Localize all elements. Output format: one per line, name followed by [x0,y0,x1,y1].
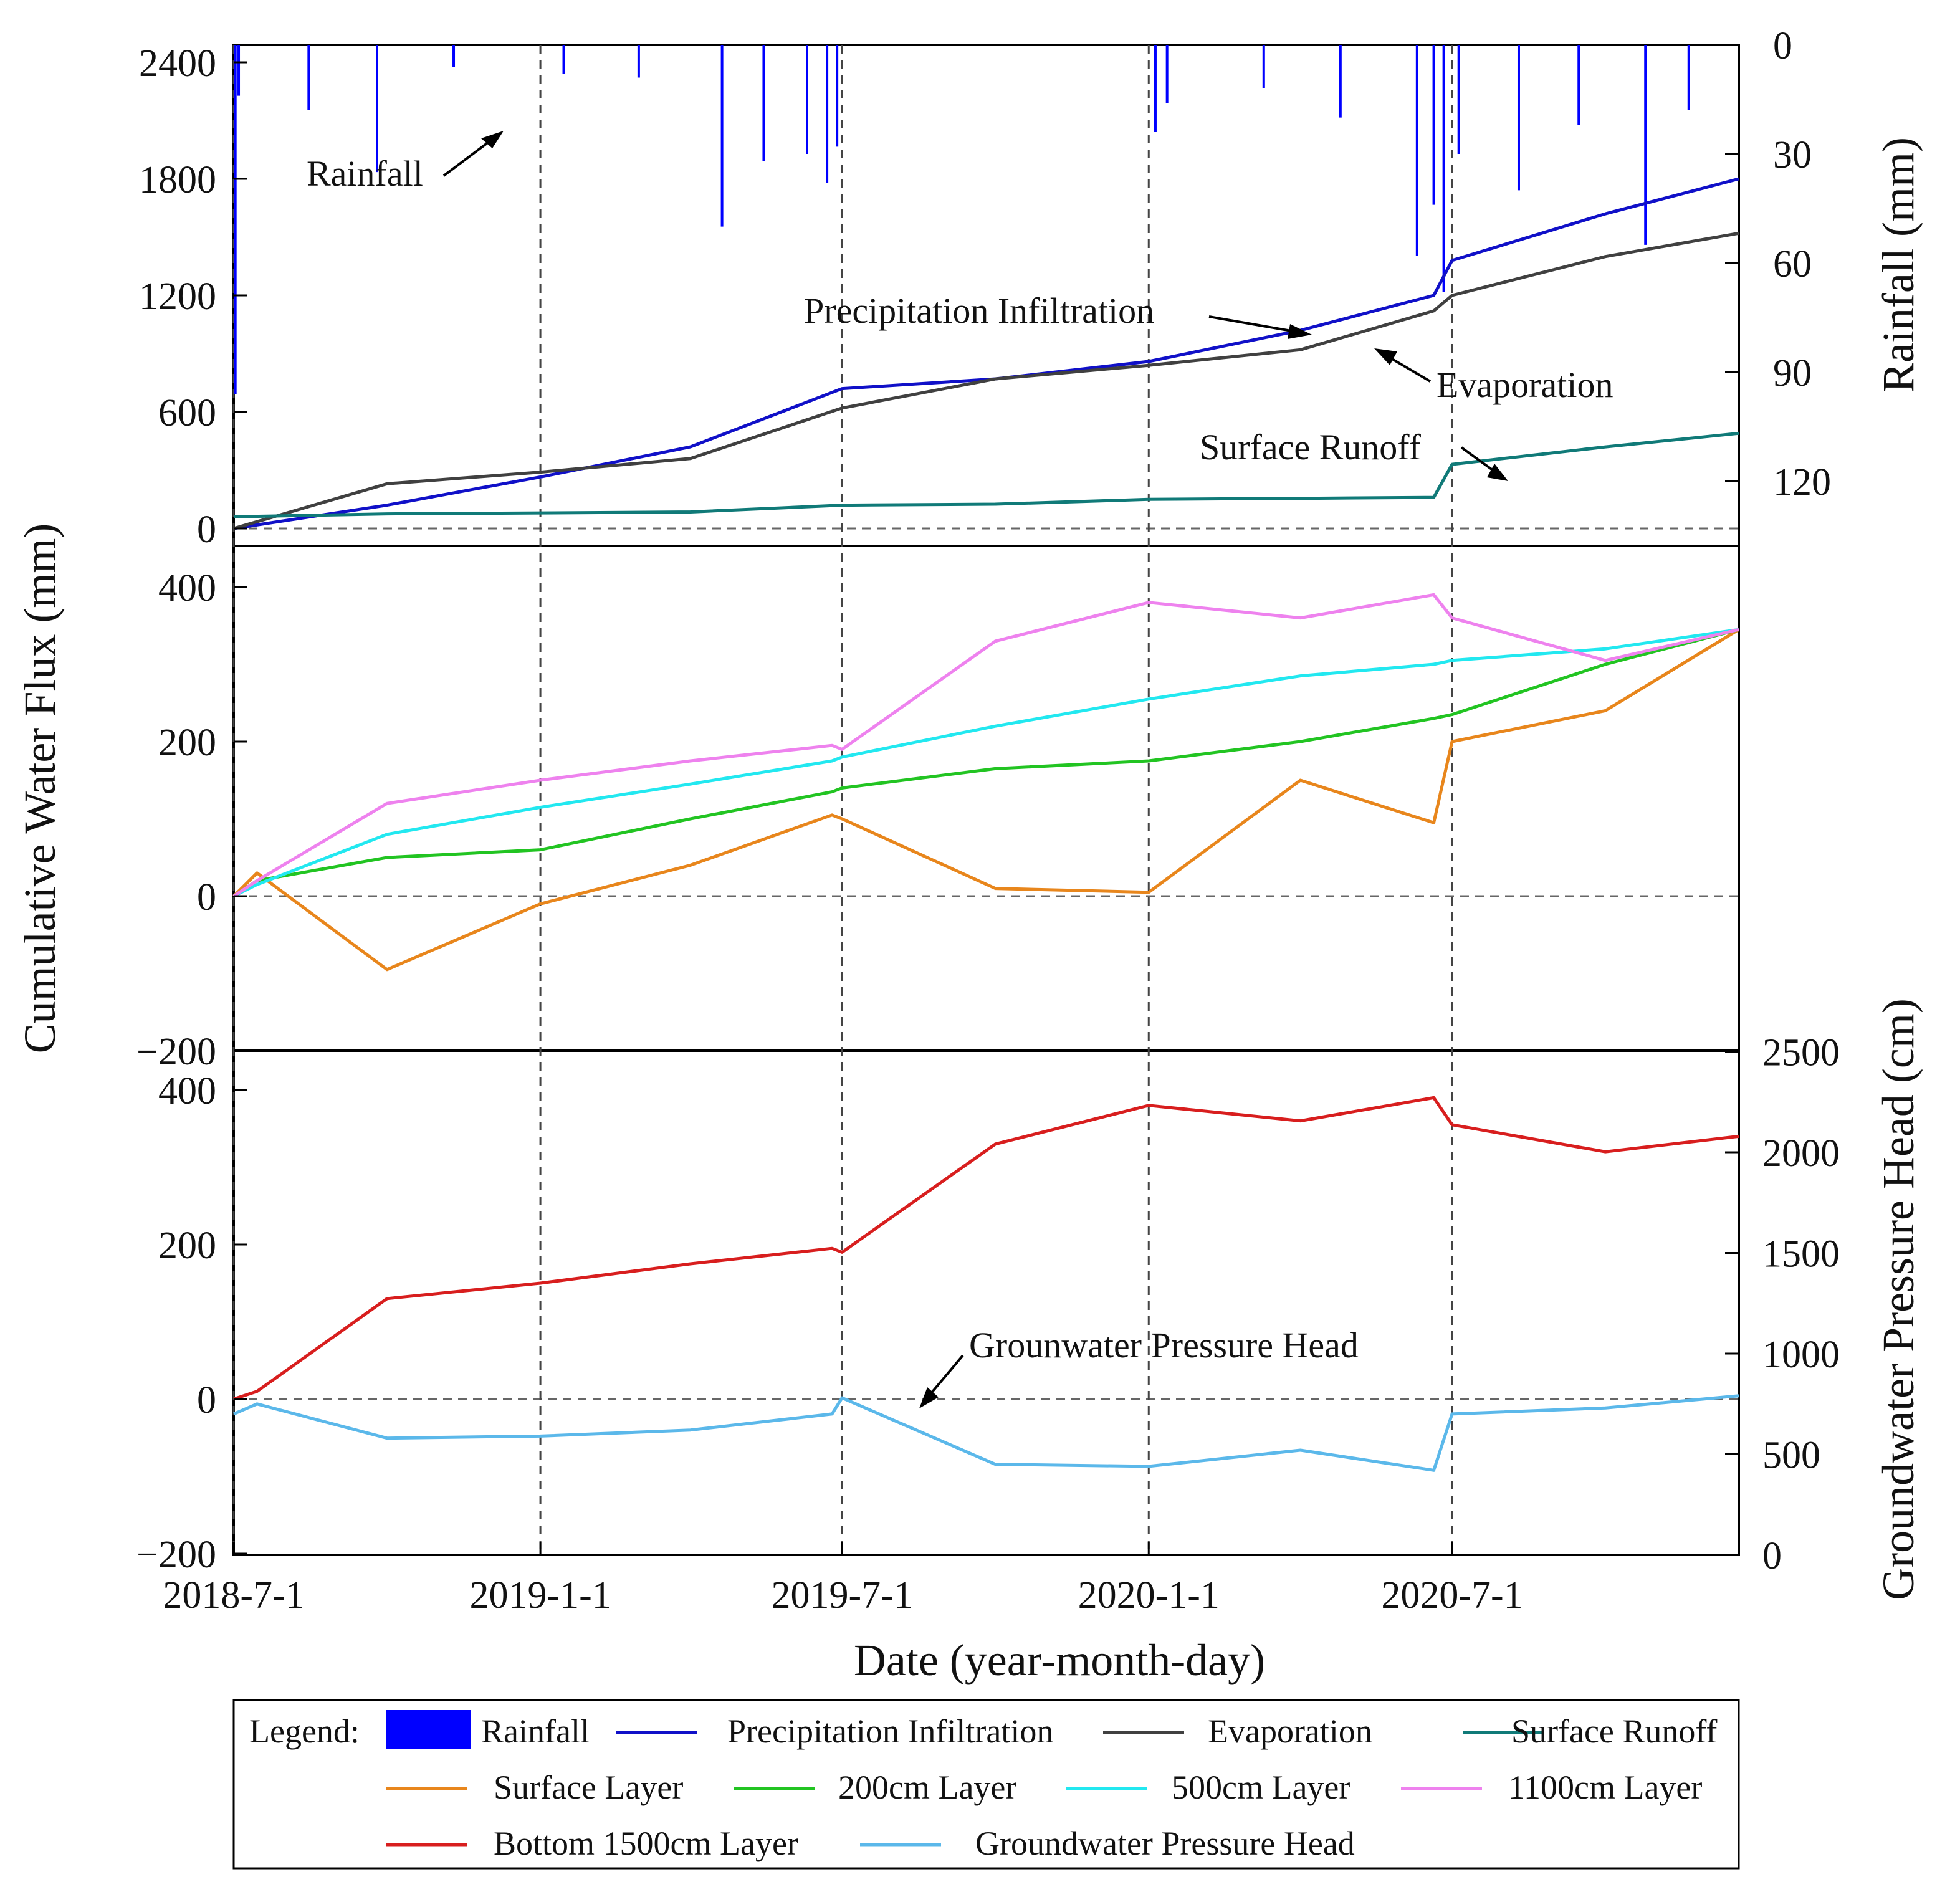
x-tick-label: 2018-7-1 [163,1574,304,1617]
groundwater-tick-label: 0 [1762,1535,1782,1577]
y-tick-label: 1800 [139,159,216,201]
y-tick-label: 200 [158,722,216,764]
axis-ticks: 2018-7-1 2019-1-1 2019-7-1 2020-1-1 2020-7-1… [136,25,1840,1617]
panel-frame-1 [232,545,1740,1052]
x-tick-label: 2020-7-1 [1381,1574,1523,1617]
annotation-groundwater: Grounwater Pressure Head [969,1325,1359,1365]
legend-label-surface-layer: Surface Layer [494,1769,683,1806]
legend-label-bottom-1500cm-layer: Bottom 1500cm Layer [494,1825,798,1862]
series-line-200cm-layer [232,628,1739,898]
series-line-evaporation [233,231,1739,530]
panel-frames [232,44,1740,1556]
legend: Legend: Rainfall Precipitation Infiltrati… [232,1699,1740,1870]
legend-frame [232,1699,1740,1870]
y-tick-label: 0 [197,876,216,919]
series-line-precipitation-infiltration [233,177,1739,530]
x-tick-label: 2019-1-1 [469,1574,611,1617]
groundwater-tick-label: 1000 [1762,1334,1840,1376]
legend-label-500cm-layer: 500cm Layer [1172,1769,1350,1806]
annotation-runoff: Surface Runoff [1200,427,1422,467]
groundwater-tick-label: 2000 [1762,1132,1840,1175]
y-tick-label: 2400 [139,42,216,85]
series-line-500cm-layer [232,628,1739,898]
y-tick-label: 600 [158,392,216,434]
y-axis-title: Cumulative Water Flux (mm) [15,523,65,1054]
annotation-rainfall: Rainfall [307,153,423,194]
legend-label-1100cm-layer: 1100cm Layer [1508,1769,1702,1806]
legend-items: Rainfall Precipitation Infiltration Evapor… [386,1710,1717,1862]
legend-title: Legend: [249,1713,360,1750]
rainfall-tick-label: 30 [1773,134,1812,176]
annotation-evaporation: Evaporation [1437,365,1613,405]
annotation-infiltration: Precipitation Infiltration [804,290,1154,331]
annotation-runoff-arrowhead [1487,464,1508,481]
rainfall-tick-label: 60 [1773,243,1812,285]
legend-label-surface-runoff: Surface Runoff [1511,1713,1717,1750]
legend-label-precipitation-infiltration: Precipitation Infiltration [727,1713,1053,1750]
rainfall-bars [234,45,1690,394]
legend-label-rainfall: Rainfall [481,1713,590,1750]
x-tick-label: 2020-1-1 [1078,1574,1220,1617]
y-tick-label: 400 [158,567,216,609]
x-axis-title: Date (year-month-day) [854,1635,1265,1685]
groundwater-tick-label: 1500 [1762,1233,1840,1276]
y-tick-label: 0 [197,1379,216,1422]
series-line-1100cm-layer [232,593,1739,898]
panel-frame-2 [232,1049,1740,1556]
annotation-rainfall-arrowhead [481,131,504,148]
annotation-infiltration-arrowhead [1288,324,1312,339]
rainfall-tick-label: 120 [1773,461,1831,504]
legend-label-200cm-layer: 200cm Layer [838,1769,1016,1806]
y-tick-label: 0 [197,509,216,551]
legend-label-groundwater-pressure-head: Groundwater Pressure Head [975,1825,1355,1862]
y-tick-label: −200 [136,1534,216,1576]
series-line-groundwater-pressure-head [233,1394,1739,1472]
legend-swatch-rainfall [386,1710,471,1749]
annotation-groundwater-arrowhead [919,1387,939,1408]
y-tick-label: 1200 [139,275,216,318]
groundwater-axis-title: Groundwater Pressure Head (cm) [1873,998,1923,1600]
series-line-bottom-1500cm-layer [233,1096,1739,1401]
rainfall-axis-title: Rainfall (mm) [1873,137,1923,393]
series-lines [232,177,1740,1472]
annotation-evaporation-arrowhead [1374,348,1397,365]
y-tick-label: −200 [136,1031,216,1073]
rainfall-tick-label: 0 [1773,25,1792,67]
y-tick-label: 400 [158,1070,216,1112]
groundwater-tick-label: 2500 [1762,1032,1840,1074]
legend-label-evaporation: Evaporation [1208,1713,1372,1750]
date-guides [232,45,1739,1555]
rainfall-tick-label: 90 [1773,352,1812,394]
x-tick-label: 2019-7-1 [772,1574,913,1617]
series-line-surface-runoff [233,431,1739,518]
y-tick-label: 200 [158,1225,216,1267]
groundwater-tick-label: 500 [1762,1435,1820,1477]
series-line-surface-layer [232,628,1740,972]
